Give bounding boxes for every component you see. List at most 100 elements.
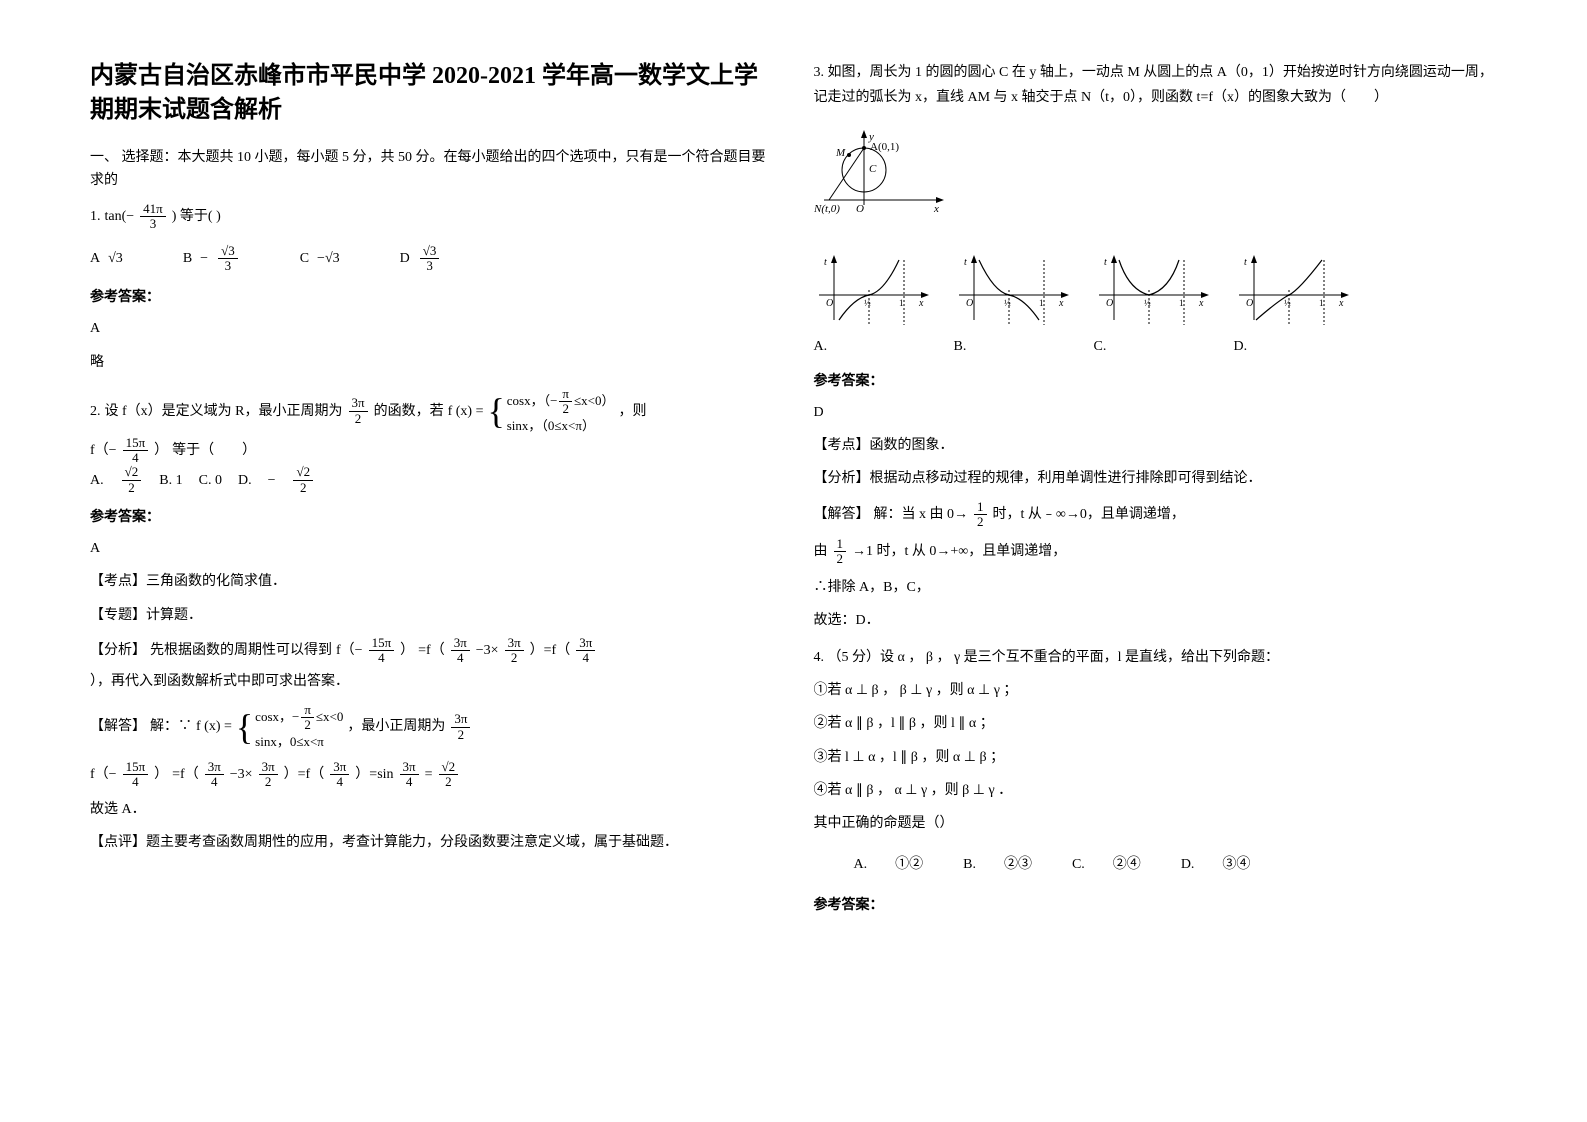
q2-fx-label: f (x) = [448,399,484,424]
q2-piece1-suffix: ≤x<0） [574,393,614,408]
q1-optD-num: √3 [420,244,440,259]
q4-stem: 4. （5 分）设 α ， β ， γ 是三个互不重合的平面，l 是直线，给出下… [814,645,1498,670]
q2-optD-prefix: − [268,468,276,493]
question-2: 2. 设 f（x）是定义域为 R，最小正周期为 3π 2 的函数，若 f (x)… [90,387,774,856]
q3-gd-half: ½ [1284,298,1291,308]
q2-solve-label: 【解答】 [90,714,146,739]
q1-answer-label: 参考答案： [90,285,774,310]
q4-answer-label: 参考答案： [814,893,1498,918]
q1-frac-den: 3 [147,217,160,231]
q4-p4: ④若 α ∥ β ， α ⊥ γ ，则 β ⊥ γ ． [814,778,1498,803]
q2-optD-num: √2 [293,465,313,480]
q2-farg-den: 4 [129,451,142,465]
q3-solve-label: 【解答】 [814,502,870,527]
q4-optC: C. ②④ [1072,852,1141,877]
q3-ga-t: t [824,257,827,268]
q1-answer-note: 略 [90,350,774,375]
q3-analysis: 【分析】根据动点移动过程的规律，利用单调性进行排除即可得到结论． [814,466,1498,491]
q2-answer: A [90,536,774,561]
q4-p1: ①若 α ⊥ β ， β ⊥ γ ，则 α ⊥ γ ； [814,678,1498,703]
q4-p3: ③若 l ⊥ α ，l ∥ β ，则 α ⊥ β ； [814,745,1498,770]
q2-period-frac: 3π 2 [349,396,368,426]
section-1-header: 一、 选择题：本大题共 10 小题，每小题 5 分，共 50 分。在每小题给出的… [90,147,774,192]
q2-piece1-frac: π2 [559,387,572,417]
q2-solve-piece2: sinx，0≤x<π [255,732,343,752]
q3-circle-svg: y A(0,1) M C N(t,0) O x [814,120,954,230]
q2-solve-result-frac: √2 2 [439,760,459,790]
q2-solve-l2-frac: 15π 4 [123,760,149,790]
q4-options: A. ①② B. ②③ C. ②④ D. ③④ [854,852,1498,877]
q3-gd-O: O [1246,298,1253,309]
q2-optA-num: √2 [122,465,142,480]
q2-solve-period-num: 3π [451,712,470,727]
q2-farg-prefix: f（− [90,438,117,463]
q2-solve-text: ，最小正周期为 [347,714,445,739]
q3-gb-O: O [966,298,973,309]
q2-farg-suffix: ） [154,438,168,463]
q2-optD-label: D. [238,468,252,493]
q2-solve-prefix: 解：∵ [150,714,192,739]
q2-point: 【考点】三角函数的化简求值． [90,569,774,594]
q2-optC: C. 0 [199,468,222,493]
q3-solve3: ∴排除 A，B，C， [814,575,1498,600]
right-column: 3. 如图，周长为 1 的圆的圆心 C 在 y 轴上，一动点 M 从圆上的点 A… [814,60,1498,931]
q3-optD: D. [1234,334,1248,359]
q1-frac-num: 41π [140,202,166,217]
q2-solve-piece1-row: cosx，−π2≤x<0 [255,703,343,733]
q2-point-text: 三角函数的化简求值． [146,574,286,589]
q4-number: 4. [814,650,825,665]
q1-optC-value: −√3 [317,246,340,271]
q3-graph-options: t O x ½ 1 A. [814,250,1498,359]
q3-graph-d: t O x ½ 1 D. [1234,250,1354,359]
document-title: 内蒙古自治区赤峰市市平民中学 2020-2021 学年高一数学文上学期期末试题含… [90,60,774,127]
q3-ga-one: 1 [899,298,904,308]
q2-solve-f3-num: 3π [259,760,278,775]
q4-p2: ②若 α ∥ β ，l ∥ β ，则 l ∥ α ； [814,711,1498,736]
q1-optB-prefix: − [200,246,208,271]
q2-an-minus: −3× [476,638,499,663]
q2-solve-result-num: √2 [439,760,459,775]
q4-optB: B. ②③ [963,852,1032,877]
q3-solve2-den: 2 [834,552,847,566]
q3-ga-half: ½ [864,298,871,308]
q2-solve-piecewise: { cosx，−π2≤x<0 sinx，0≤x<π [236,703,344,752]
q4-text2: 其中正确的命题是（） [814,811,1498,836]
q1-answer: A [90,316,774,341]
question-3: 3. 如图，周长为 1 的圆的圆心 C 在 y 轴上，一动点 M 从圆上的点 A… [814,60,1498,633]
q3-solve1-text: 解：当 x 由 0→ [874,502,969,527]
q2-an-f1-suffix: ） [400,638,414,663]
q2-solve-f5-num: 3π [400,760,419,775]
q2-solve-l2-prefix: f（− [90,762,117,787]
q2-solve-piece1-frac: π2 [301,703,314,733]
q2-an-f1-num: 15π [369,636,395,651]
q4-optA: A. ①② [854,852,924,877]
q2-solve-eq2: ）=f（ [284,762,325,787]
q2-solve-fx: f (x) = [196,714,232,739]
q3-label-N: N(t,0) [814,203,840,215]
q1-optA-value: √3 [108,246,123,271]
q2-piece1-num: π [559,387,572,402]
q3-label-M: M [835,147,846,159]
q2-an-suffix: ），再代入到函数解析式中即可求出答案． [90,669,349,694]
q2-period-den: 2 [352,412,365,426]
q1-option-d: D √3 3 [400,244,442,274]
q2-solve-f2-frac: 3π 4 [205,760,224,790]
q3-gd-t: t [1244,257,1247,268]
q1-optD-label: D [400,246,410,271]
q2-an-eq2: ）=f（ [530,638,571,663]
q2-solve-l2-num: 15π [123,760,149,775]
q2-an-eq1: =f（ [418,638,445,663]
q2-text4: 等于（ ） [172,438,256,463]
q2-solve-piece1-num: π [301,703,314,718]
q2-optA-label: A. [90,468,104,493]
q2-text3: ，则 [618,399,646,424]
q2-piece2: sinx，（0≤x<π） [507,416,615,436]
q1-option-c: C −√3 [300,246,340,271]
q2-brace: { [487,393,504,429]
q2-an-f3-frac: 3π 2 [505,636,524,666]
q3-gc-O: O [1106,298,1113,309]
q2-solve-piece1-suffix: ≤x<0 [316,708,343,723]
q2-solve: 【解答】 解：∵ f (x) = { cosx，−π2≤x<0 sinx，0≤x… [90,703,774,752]
q3-answer: D [814,400,1498,425]
q2-solve-brace: { [236,709,253,745]
